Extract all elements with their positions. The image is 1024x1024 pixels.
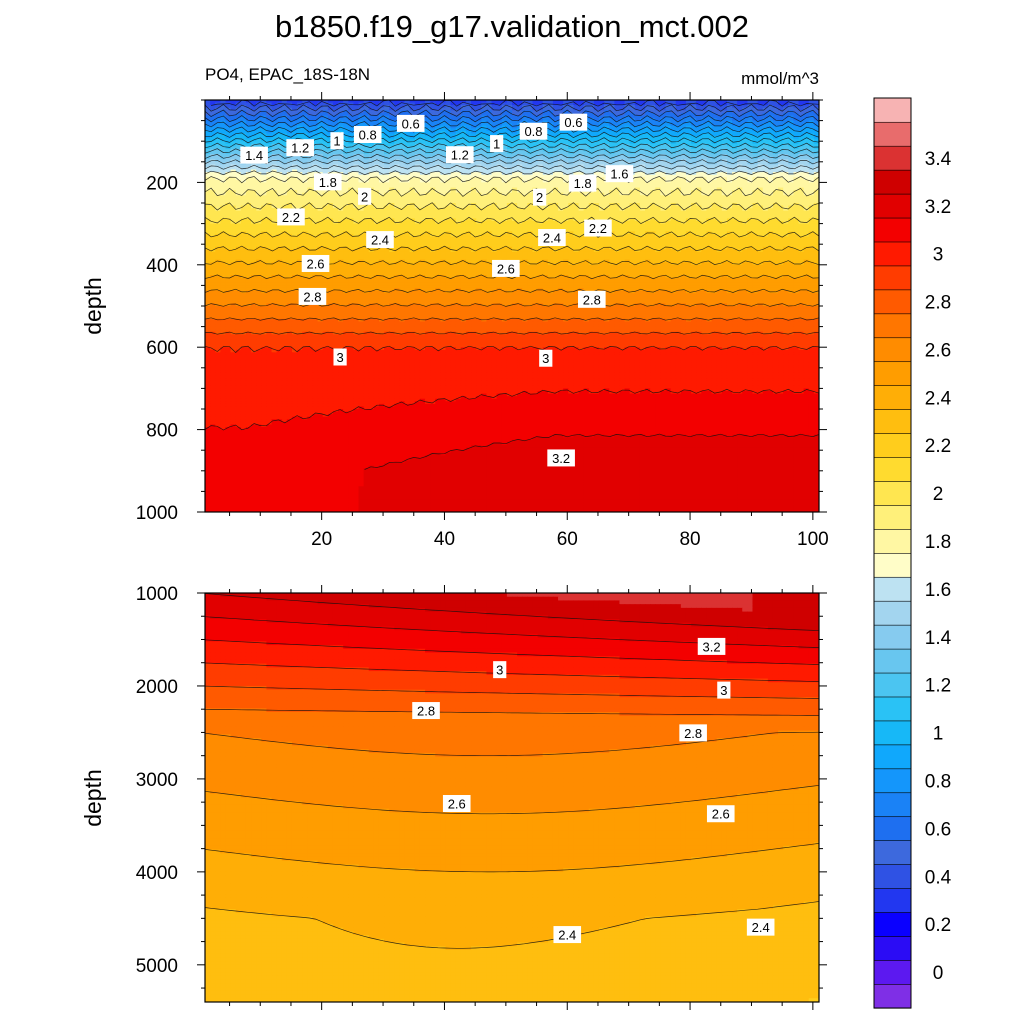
- upper-panel: PO4, EPAC_18S-18N mmol/m^3 20 40 60 80 10020…: [80, 65, 829, 550]
- variable-label: PO4, EPAC_18S-18N: [205, 65, 370, 84]
- units-label: mmol/m^3: [741, 69, 819, 88]
- chart-title: b1850.f19_g17.validation_mct.002: [275, 9, 749, 44]
